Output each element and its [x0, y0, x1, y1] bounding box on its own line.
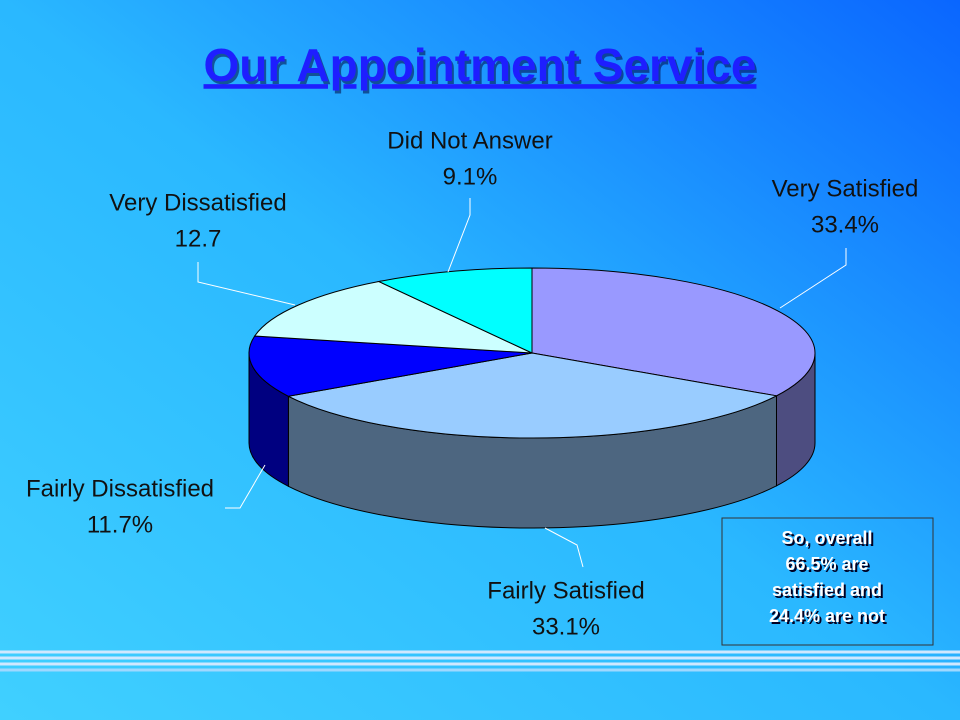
slice-value: 11.7% — [87, 511, 153, 538]
title-shadow: Our Appointment Service — [206, 42, 759, 94]
note-text: 24.4% are not — [769, 606, 885, 626]
note-shadow: So, overall — [783, 530, 874, 550]
slice — [248, 335, 533, 397]
slice-value: 33.1% — [532, 613, 600, 640]
note-box — [721, 517, 934, 646]
slice-value: 9.1% — [443, 163, 498, 190]
leader-line — [225, 464, 266, 509]
leader-line — [447, 198, 471, 273]
chart-title: Our Appointment Service — [204, 39, 757, 91]
pie — [248, 267, 816, 529]
slice-label: Very Dissatisfied — [109, 189, 286, 216]
leader-line — [544, 527, 584, 568]
note-text: satisfied and — [772, 580, 882, 600]
slice-value: 12.7 — [175, 225, 222, 252]
slice-label: Fairly Satisfied — [487, 577, 644, 604]
note-shadow: 24.4% are not — [771, 608, 887, 628]
note-shadow: 66.5% are — [787, 556, 870, 576]
leader-line — [197, 262, 296, 306]
slice — [377, 267, 533, 354]
note-text: 66.5% are — [785, 554, 868, 574]
slice-label: Very Satisfied — [772, 175, 919, 202]
slice — [286, 352, 779, 439]
note-shadow: satisfied and — [774, 582, 884, 602]
slice-label: Fairly Dissatisfied — [26, 475, 214, 502]
note-text: So, overall — [781, 528, 872, 548]
slice — [253, 280, 533, 354]
slice-value: 33.4% — [811, 211, 879, 238]
slice — [531, 267, 816, 397]
leader-line — [779, 248, 847, 309]
slice-label: Did Not Answer — [387, 127, 552, 154]
stripes — [0, 650, 960, 672]
